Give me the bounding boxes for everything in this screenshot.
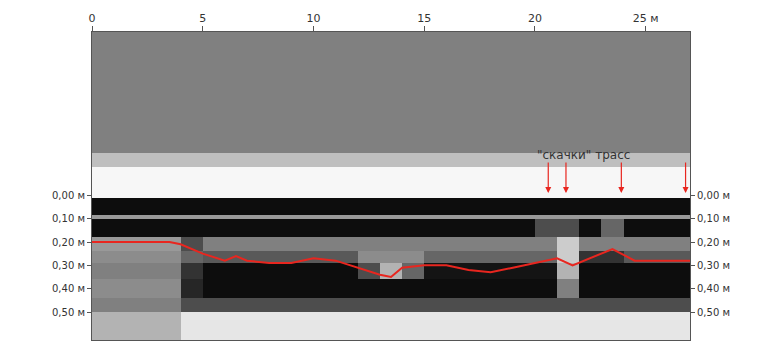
svg-text:0,20 м: 0,20 м [52, 237, 85, 248]
svg-text:0,50 м: 0,50 м [697, 307, 730, 318]
svg-text:0: 0 [89, 12, 96, 25]
svg-text:0,30 м: 0,30 м [52, 260, 85, 271]
svg-text:0,10 м: 0,10 м [52, 213, 85, 224]
svg-text:0,00 м: 0,00 м [697, 190, 730, 201]
svg-text:0,50 м: 0,50 м [52, 307, 85, 318]
svg-text:15: 15 [417, 12, 431, 25]
svg-text:0,40 м: 0,40 м [697, 283, 730, 294]
svg-text:0,30 м: 0,30 м [697, 260, 730, 271]
svg-text:0,00 м: 0,00 м [52, 190, 85, 201]
svg-text:5: 5 [199, 12, 206, 25]
svg-text:10: 10 [306, 12, 320, 25]
svg-text:20: 20 [528, 12, 542, 25]
svg-text:"скачки" трасс: "скачки" трасс [537, 148, 630, 162]
svg-text:25 м: 25 м [633, 12, 659, 25]
svg-text:0,40 м: 0,40 м [52, 283, 85, 294]
svg-text:0,20 м: 0,20 м [697, 237, 730, 248]
svg-text:0,10 м: 0,10 м [697, 213, 730, 224]
